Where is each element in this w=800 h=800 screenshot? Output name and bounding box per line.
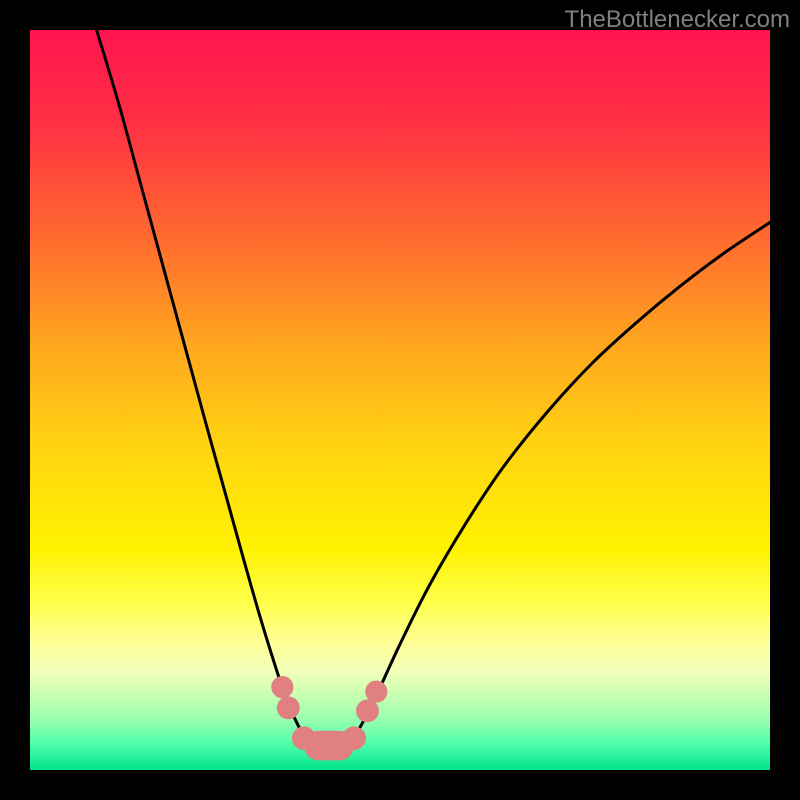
watermark-text: TheBottlenecker.com: [565, 6, 790, 34]
bottleneck-chart: TheBottlenecker.com: [0, 0, 800, 800]
chart-background-gradient: [30, 30, 770, 770]
